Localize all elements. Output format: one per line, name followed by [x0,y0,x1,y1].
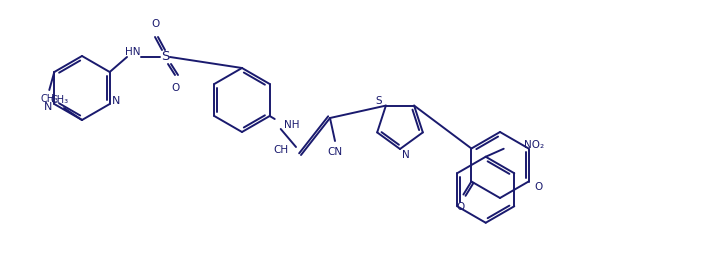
Text: S: S [375,96,382,106]
Text: NH: NH [284,120,299,130]
Text: NO₂: NO₂ [524,140,544,150]
Text: O: O [534,182,543,191]
Text: HN: HN [125,47,141,57]
Text: CH: CH [273,145,288,155]
Text: CH₃: CH₃ [40,94,58,104]
Text: CH₃: CH₃ [51,95,69,105]
Text: O: O [456,203,465,212]
Text: N: N [402,150,410,160]
Text: N: N [44,102,53,112]
Text: O: O [171,83,179,93]
Text: O: O [151,19,159,29]
Text: S: S [161,51,169,64]
Text: N: N [111,96,120,106]
Text: CN: CN [327,147,343,157]
